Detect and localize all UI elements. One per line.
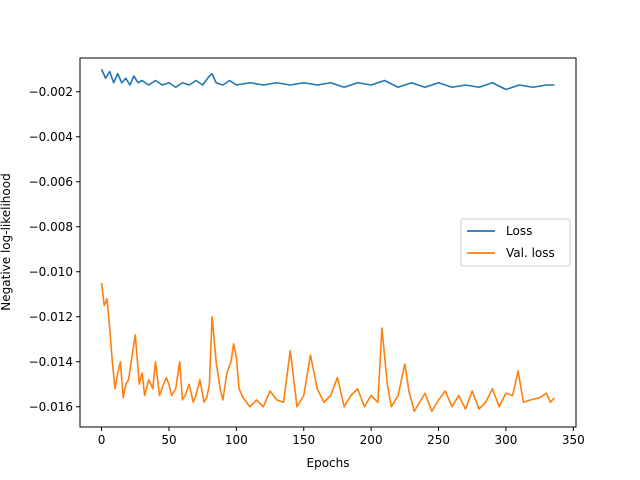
x-tick-label: 150 xyxy=(292,433,315,447)
x-tick-label: 250 xyxy=(427,433,450,447)
y-tick-label: −0.008 xyxy=(29,220,73,234)
y-axis-ticks: −0.016 −0.014 −0.012 −0.010 −0.008 −0.006 −0.0… xyxy=(29,85,80,414)
y-tick-label: −0.004 xyxy=(29,130,73,144)
y-tick-label: −0.012 xyxy=(29,310,73,324)
series-line-val-loss xyxy=(100,282,556,413)
y-tick-label: −0.016 xyxy=(29,400,73,414)
x-tick-label: 300 xyxy=(494,433,517,447)
x-axis-ticks: 0 50 100 150 200 250 300 350 xyxy=(98,427,585,447)
y-tick-label: −0.002 xyxy=(29,85,73,99)
x-tick-label: 350 xyxy=(562,433,585,447)
series-layer xyxy=(100,68,556,413)
legend: Loss Val. loss xyxy=(460,218,571,267)
y-tick-label: −0.014 xyxy=(29,355,73,369)
x-axis-label: Epochs xyxy=(307,456,350,470)
y-tick-label: −0.010 xyxy=(29,265,73,279)
y-tick-label: −0.006 xyxy=(29,175,73,189)
axes-frame xyxy=(79,57,577,428)
x-tick-label: 50 xyxy=(161,433,176,447)
series-line-loss xyxy=(100,68,555,91)
y-axis-label: Negative log-likelihood xyxy=(0,173,13,310)
x-tick-label: 200 xyxy=(360,433,383,447)
x-tick-label: 100 xyxy=(225,433,248,447)
x-tick-label: 0 xyxy=(98,433,106,447)
legend-label-val-loss: Val. loss xyxy=(506,246,555,260)
legend-label-loss: Loss xyxy=(506,224,532,238)
